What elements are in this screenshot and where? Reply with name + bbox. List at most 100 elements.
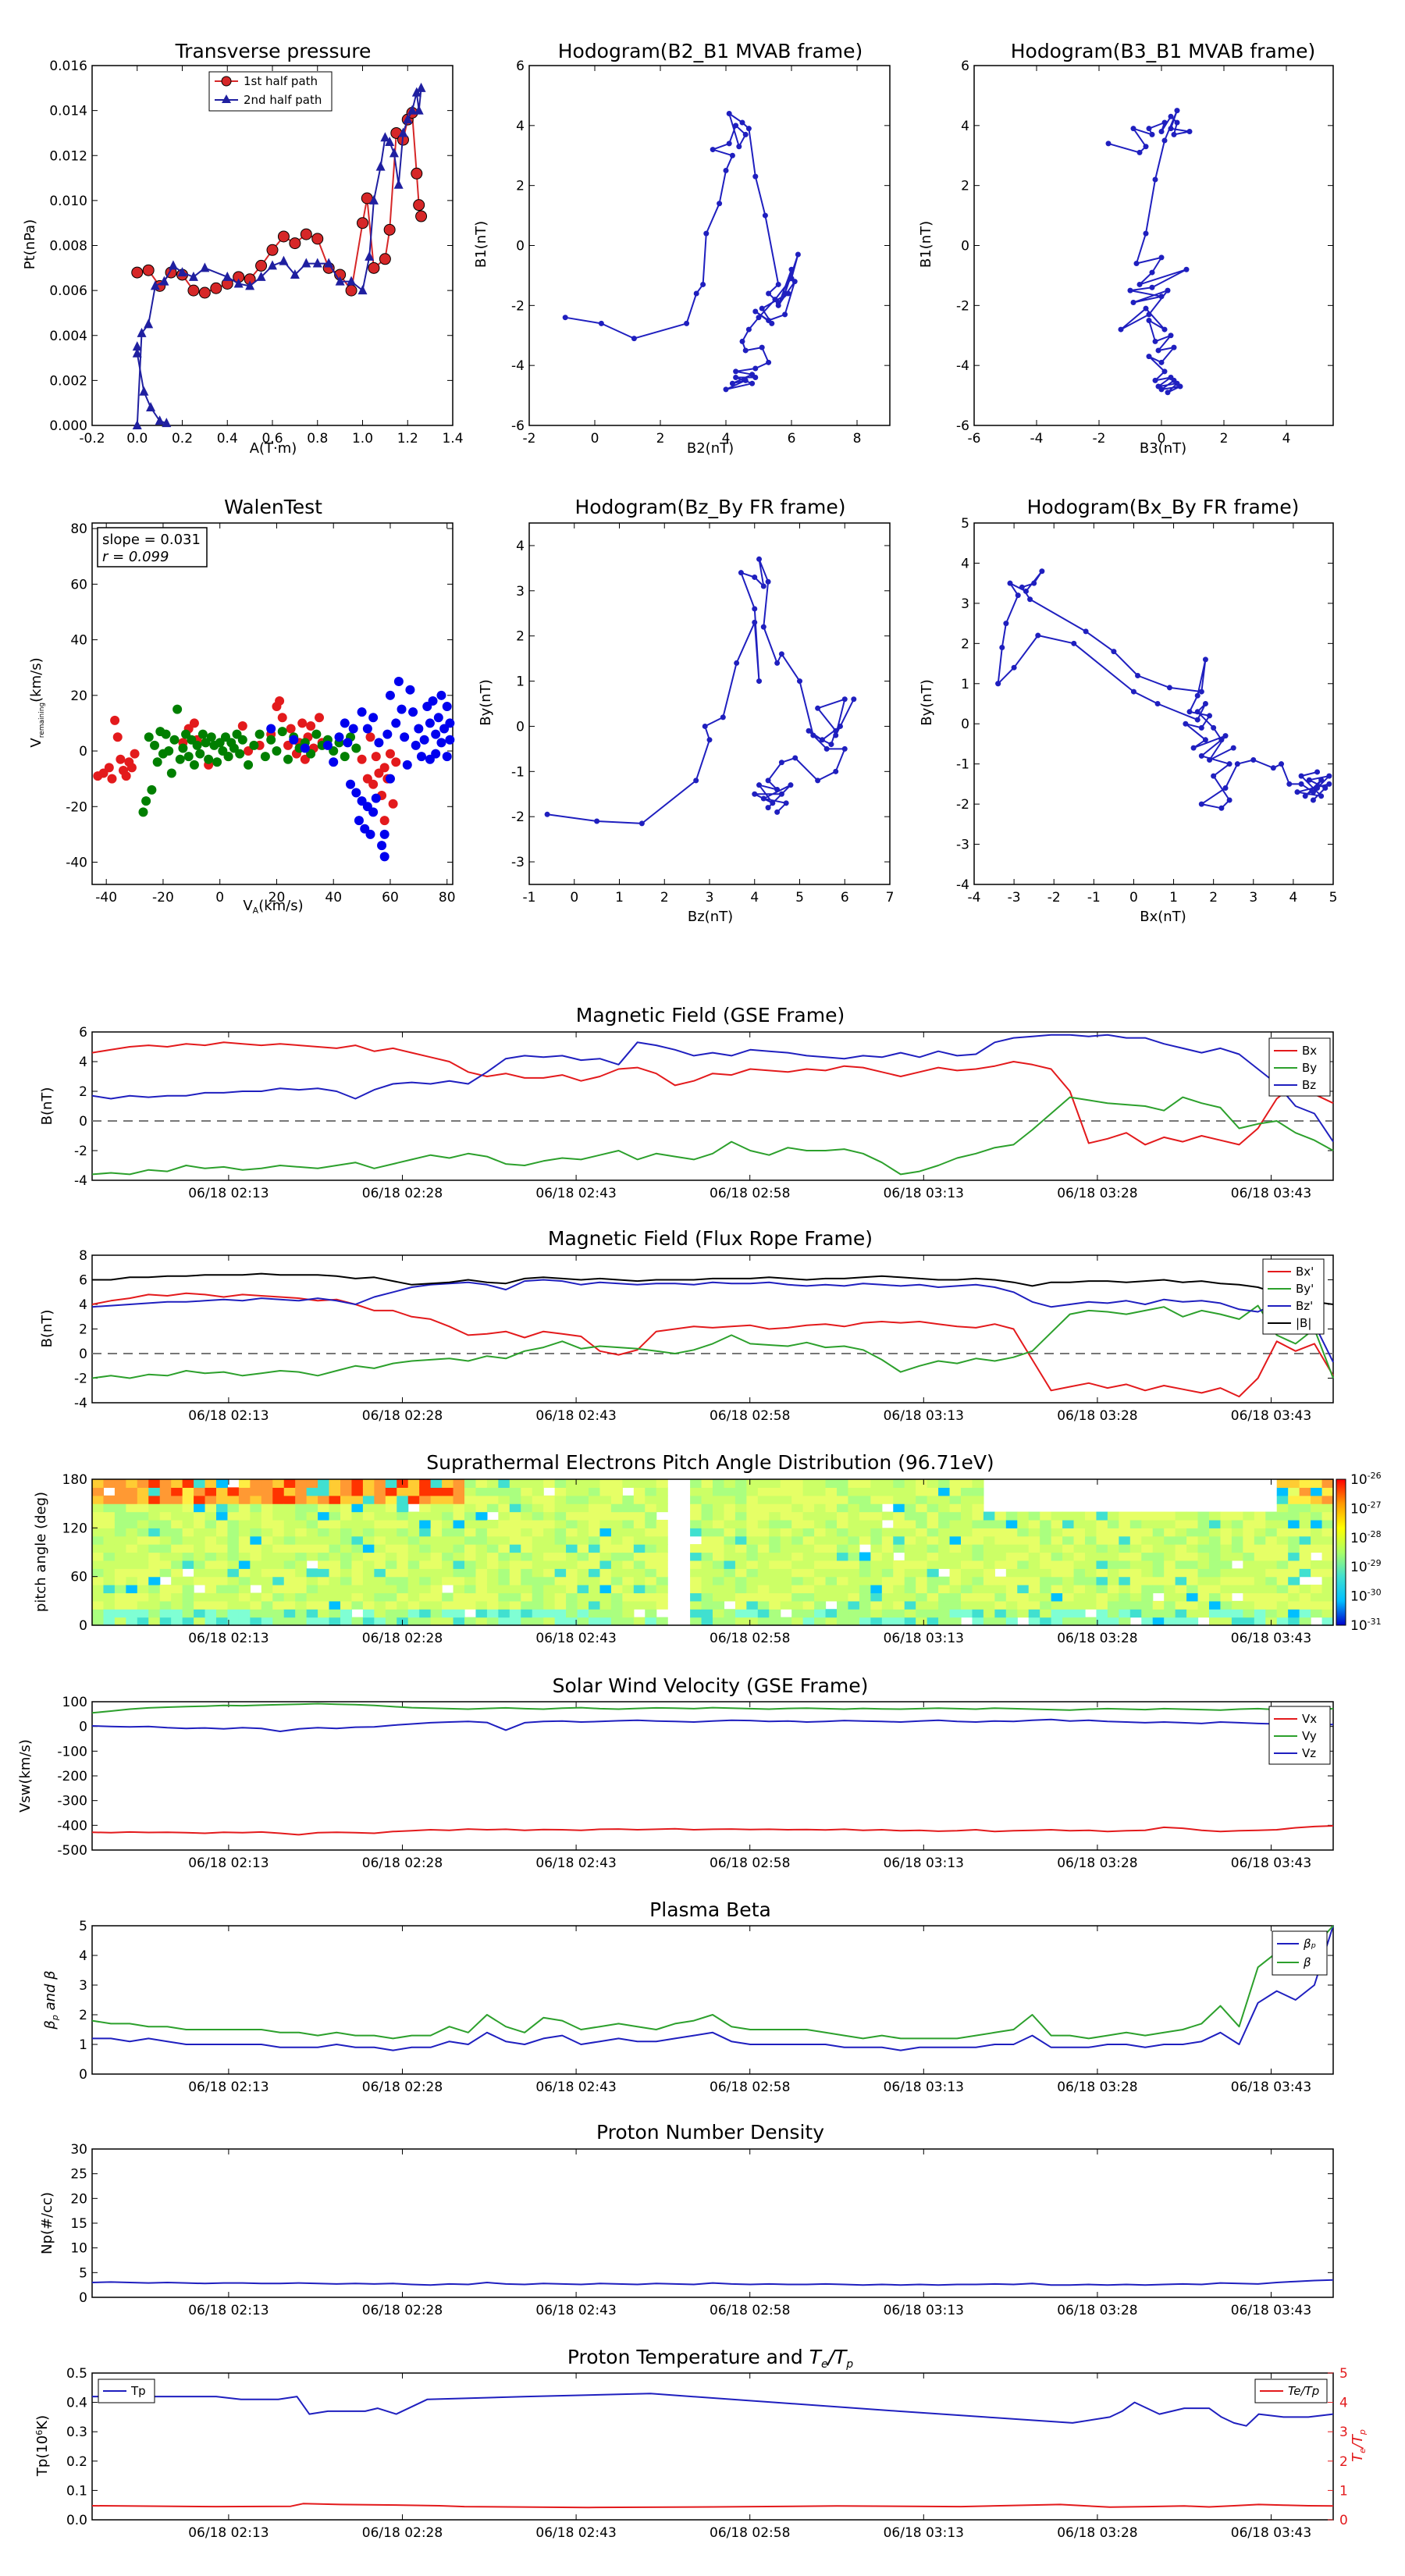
heatmap-cell [509,1600,521,1610]
heatmap-cell [137,1479,149,1488]
heatmap-cell [182,1552,194,1561]
series-line-vz [91,1718,1334,1732]
heatmap-cell [1231,1535,1243,1545]
heatmap-cell [543,1617,556,1626]
data-point-2nd-half [146,401,156,411]
heatmap-cell [769,1600,781,1610]
heatmap-cell [227,1592,240,1602]
heatmap-cell [1164,1528,1176,1537]
x-tick-label: 06/18 03:13 [884,2525,964,2541]
heatmap-cell [340,1560,353,1569]
heatmap-cell [340,1528,353,1537]
x-tick-label: 06/18 03:13 [884,1186,964,1201]
heatmap-cell [1220,1535,1232,1545]
heatmap-cell [589,1560,601,1569]
heatmap-cell [283,1511,296,1521]
heatmap-cell [486,1528,499,1537]
heatmap-cell [475,1479,488,1488]
heatmap-cell [645,1576,657,1585]
x-tick-label: 0.6 [261,431,283,447]
y-tick-label: 0.000 [49,418,87,434]
heatmap-cell [904,1535,916,1545]
heatmap-cell [927,1592,939,1602]
y-tick-label: -40 [66,856,87,871]
heatmap-cell [340,1535,353,1545]
heatmap-cell [397,1585,409,1594]
heatmap-cell [916,1560,928,1569]
heatmap-cell [159,1519,172,1528]
hodogram-point [783,800,789,806]
heatmap-cell [1186,1609,1199,1618]
x-tick-label: 06/18 02:58 [710,1631,790,1646]
heatmap-cell [509,1560,521,1569]
heatmap-cell [1152,1544,1165,1553]
series-line-by [91,1304,1334,1379]
heatmap-cell [1254,1544,1266,1553]
legend-label: Vx [1302,1712,1317,1726]
walen-point [431,729,441,739]
heatmap-cell [1017,1535,1030,1545]
heatmap-cell [1017,1519,1030,1528]
heatmap-cell [148,1568,161,1578]
walen-point [237,735,247,745]
panel-title: Suprathermal Electrons Pitch Angle Distr… [426,1451,994,1474]
heatmap-cell [1197,1600,1210,1610]
heatmap-cell [521,1519,533,1528]
heatmap-cell [1164,1609,1176,1618]
heatmap-cell [814,1552,827,1561]
heatmap-cell [701,1592,713,1602]
heatmap-cell [622,1511,635,1521]
heatmap-cell [442,1617,454,1626]
legend-label: |B| [1296,1316,1311,1330]
hodogram-point [1161,137,1168,144]
heatmap-cell [1073,1609,1086,1618]
y-tick-label: 5 [79,1919,87,1934]
heatmap-cell [171,1552,183,1561]
heatmap-cell [126,1576,138,1585]
heatmap-cell [159,1495,172,1504]
heatmap-cell [250,1600,262,1610]
heatmap-cell [1175,1600,1187,1610]
heatmap-cell [622,1552,635,1561]
heatmap-cell [1152,1576,1165,1585]
heatmap-cell [802,1600,815,1610]
series-line-data [91,2279,1334,2286]
heatmap-cell [757,1503,770,1513]
hodogram-point [717,201,723,207]
heatmap-cell [599,1487,612,1496]
heatmap-cell [566,1585,578,1594]
heatmap-cell [802,1528,815,1537]
heatmap-cell [453,1600,465,1610]
heatmap-cell [1321,1535,1334,1545]
heatmap-cell [1321,1495,1334,1504]
heatmap-cell [283,1560,296,1569]
heatmap-cell [599,1609,612,1618]
hodogram-b2-b1-panel: Hodogram(B2_B1 MVAB frame) B2(nT) B1(nT)… [473,40,891,457]
heatmap-cell [1164,1535,1176,1545]
heatmap-cell [1051,1585,1063,1594]
heatmap-cell [374,1495,386,1504]
heatmap-cell [114,1585,126,1594]
hodogram-b3-b1-panel: Hodogram(B3_B1 MVAB frame) B3(nT) B1(nT)… [918,40,1334,457]
heatmap-cell [1017,1528,1030,1537]
heatmap-cell [837,1519,849,1528]
heatmap-cell [486,1585,499,1594]
heatmap-cell [916,1609,928,1618]
heatmap-cell [329,1519,341,1528]
hodogram-point [1023,588,1029,594]
heatmap-cell [881,1600,894,1610]
y-tick-label: 0.2 [66,2454,87,2470]
heatmap-cell [622,1495,635,1504]
heatmap-cell [927,1495,939,1504]
heatmap-cell [306,1535,318,1545]
x-tick-label: 06/18 03:43 [1231,2525,1311,2541]
heatmap-cell [1062,1609,1075,1618]
heatmap-cell [972,1519,984,1528]
heatmap-cell [713,1528,725,1537]
hodogram-point [760,583,767,589]
heatmap-cell [486,1617,499,1626]
heatmap-cell [385,1487,397,1496]
hodogram-point [833,768,839,774]
heatmap-cell [397,1576,409,1585]
heatmap-cell [318,1552,330,1561]
